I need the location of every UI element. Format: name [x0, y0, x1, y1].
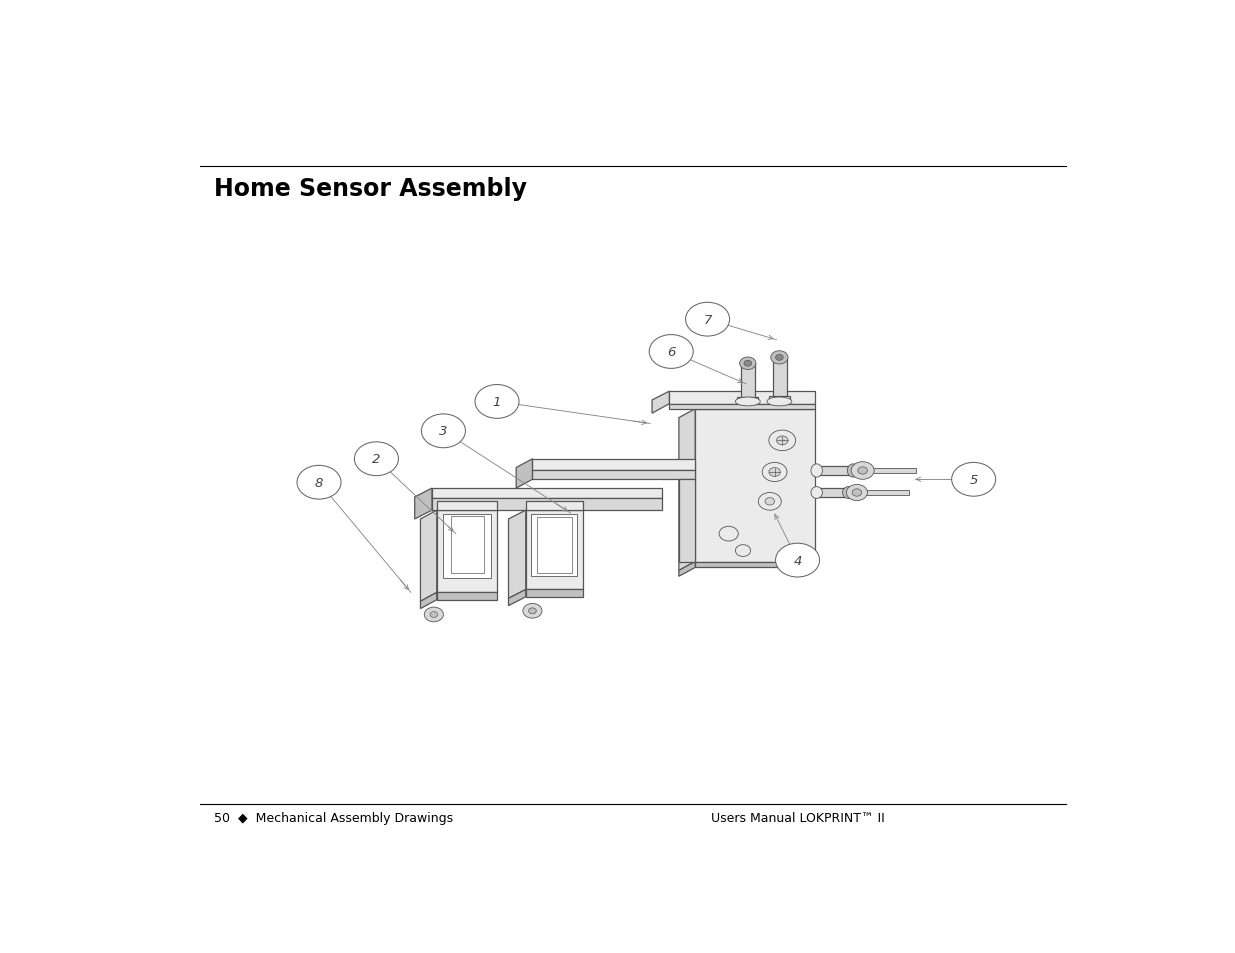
Polygon shape	[532, 459, 695, 470]
Circle shape	[952, 463, 995, 497]
Circle shape	[735, 545, 751, 557]
Polygon shape	[531, 515, 578, 577]
Circle shape	[740, 357, 756, 370]
Ellipse shape	[842, 487, 855, 498]
Circle shape	[771, 352, 788, 365]
Polygon shape	[437, 511, 496, 593]
Circle shape	[764, 498, 774, 505]
Polygon shape	[773, 358, 787, 404]
Circle shape	[685, 303, 730, 336]
Circle shape	[852, 489, 862, 497]
Ellipse shape	[811, 487, 823, 498]
Circle shape	[475, 385, 519, 419]
Text: 50  ◆  Mechanical Assembly Drawings: 50 ◆ Mechanical Assembly Drawings	[214, 812, 453, 824]
Polygon shape	[432, 489, 662, 498]
Text: 4: 4	[793, 554, 802, 567]
Circle shape	[354, 442, 399, 476]
Polygon shape	[516, 459, 532, 489]
Polygon shape	[679, 562, 695, 577]
Polygon shape	[816, 467, 853, 476]
Circle shape	[743, 361, 752, 367]
Polygon shape	[769, 396, 790, 402]
Circle shape	[851, 462, 874, 479]
Polygon shape	[432, 498, 662, 511]
Circle shape	[430, 612, 437, 618]
Polygon shape	[872, 469, 916, 474]
Polygon shape	[437, 593, 496, 600]
Polygon shape	[866, 491, 909, 496]
Polygon shape	[816, 489, 848, 497]
Circle shape	[719, 527, 739, 541]
Polygon shape	[526, 590, 583, 598]
Polygon shape	[669, 392, 815, 404]
Polygon shape	[537, 518, 572, 573]
Polygon shape	[679, 479, 695, 562]
Circle shape	[650, 335, 693, 369]
Text: 3: 3	[440, 425, 447, 437]
Text: 1: 1	[493, 395, 501, 409]
Polygon shape	[669, 404, 815, 410]
Circle shape	[758, 493, 782, 511]
Polygon shape	[443, 515, 492, 578]
Polygon shape	[526, 511, 583, 590]
Circle shape	[776, 543, 820, 578]
Circle shape	[762, 463, 787, 482]
Polygon shape	[437, 502, 496, 511]
Polygon shape	[652, 392, 669, 414]
Polygon shape	[695, 562, 815, 568]
Polygon shape	[509, 511, 526, 598]
Polygon shape	[737, 397, 758, 402]
Polygon shape	[451, 517, 484, 573]
Polygon shape	[420, 511, 437, 601]
Polygon shape	[532, 470, 695, 479]
Text: Home Sensor Assembly: Home Sensor Assembly	[214, 176, 526, 201]
Ellipse shape	[735, 397, 761, 406]
Ellipse shape	[767, 397, 792, 406]
Circle shape	[529, 608, 536, 614]
Polygon shape	[420, 593, 437, 609]
Text: 5: 5	[969, 474, 978, 486]
Circle shape	[522, 604, 542, 618]
Circle shape	[846, 485, 867, 501]
Ellipse shape	[847, 464, 858, 477]
Polygon shape	[679, 410, 695, 571]
Text: 7: 7	[704, 314, 711, 326]
Circle shape	[777, 436, 788, 445]
Circle shape	[769, 468, 781, 476]
Ellipse shape	[811, 464, 823, 477]
Circle shape	[858, 467, 867, 475]
Polygon shape	[741, 364, 756, 404]
Circle shape	[769, 431, 795, 451]
Text: 8: 8	[315, 476, 324, 489]
Circle shape	[425, 607, 443, 622]
Text: Users Manual LOKPRINT™ II: Users Manual LOKPRINT™ II	[711, 812, 885, 824]
Polygon shape	[695, 410, 815, 562]
Polygon shape	[526, 502, 583, 511]
Circle shape	[421, 415, 466, 448]
Circle shape	[776, 355, 783, 361]
Polygon shape	[509, 590, 526, 606]
Text: 6: 6	[667, 346, 676, 358]
Circle shape	[296, 466, 341, 499]
Polygon shape	[415, 489, 432, 519]
Text: 2: 2	[372, 453, 380, 466]
